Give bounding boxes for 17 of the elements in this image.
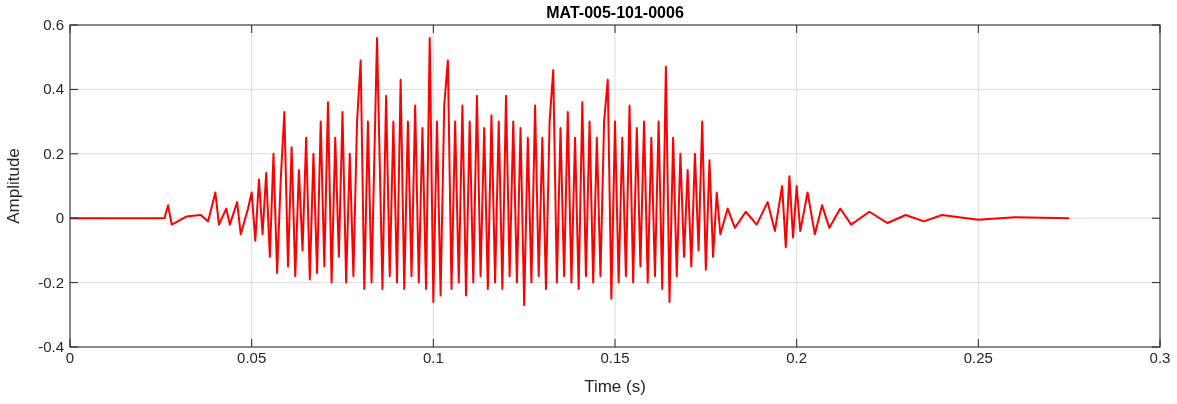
x-tick-label: 0.2: [786, 349, 808, 366]
x-axis-title: Time (s): [584, 377, 646, 396]
x-tick-label: 0: [65, 349, 75, 366]
chart-title: MAT-005-101-0006: [546, 4, 684, 21]
y-tick-label: 0.2: [43, 144, 64, 162]
y-tick-label: 0.6: [43, 16, 64, 33]
line-series: [69, 36, 1071, 307]
y-tick-label: 0: [55, 209, 64, 227]
y-tick-label: -0.4: [38, 338, 64, 355]
x-tick-label: 0.25: [963, 349, 993, 366]
x-tick-label: 0.3: [1149, 349, 1171, 366]
x-tick-label: 0.1: [422, 349, 444, 366]
x-tick-label: 0.05: [237, 349, 267, 366]
y-tick-label: -0.2: [38, 273, 64, 291]
y-tick-label: 0.4: [43, 80, 64, 98]
y-axis-title: Amplitude: [4, 148, 23, 224]
x-tick-label: 0.15: [600, 349, 630, 366]
